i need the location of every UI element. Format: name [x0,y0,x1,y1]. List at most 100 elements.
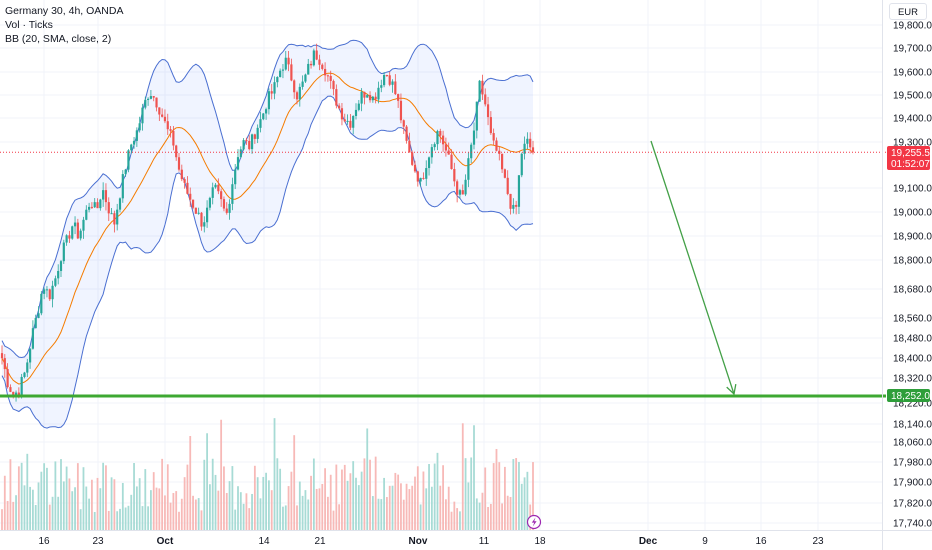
volume-bar [402,499,405,530]
y-axis[interactable]: 19,800.0 19,700.0 19,600.0 19,500.0 19,400.0… [882,0,932,550]
volume-bar [467,482,470,530]
volume-bar [6,500,9,530]
candle [441,130,445,152]
volume-bar [509,496,512,530]
forecast-arrow[interactable] [650,140,737,396]
volume-bar [475,498,478,530]
volume-bar [62,481,65,530]
x-tick-label: 23 [812,536,824,547]
volume-bar [433,463,436,530]
volume-bar [135,486,138,530]
volume-bar [113,479,116,530]
volume-bar [307,499,310,530]
volume-bar [220,419,223,530]
volume-bar [318,488,321,530]
volume-bar [461,423,464,530]
candle [332,79,335,96]
volume-bar [327,496,329,530]
volume-bar [414,476,416,530]
y-tick-label: 17,900.0 [893,478,932,489]
candle [242,138,245,151]
volume-bar [459,511,461,530]
candle [489,111,492,135]
bollinger-basis-line [1,72,534,385]
replay-icon[interactable] [526,514,542,530]
candle [360,88,363,112]
x-axis[interactable]: 16 23 Oct 14 21 Nov 11 18 Dec 9 16 23 [0,530,932,548]
candle [340,103,344,126]
volume-bar [518,461,520,530]
volume-bar [360,471,363,530]
candle [422,172,425,180]
candle [132,137,136,149]
candle [374,92,377,104]
y-tick-label: 18,560.0 [893,314,932,325]
volume-bar [147,506,149,530]
volume-bar [242,503,245,530]
volume-bar [225,493,228,530]
volume-bar [133,463,135,530]
candle [338,103,341,110]
y-tick-label: 18,680.0 [893,285,932,296]
volume-bar [498,462,501,530]
volume-bar [520,483,523,530]
volume-bar [310,475,312,530]
candles [0,43,535,402]
candle [380,79,383,93]
candle [37,306,40,319]
volume-bar [312,458,315,530]
candle [135,127,138,147]
volume-bar [138,478,141,530]
volume-bar [422,471,425,530]
volume-bar [501,503,503,530]
candle [228,199,231,220]
candle [40,290,43,316]
volume-bar [110,477,113,530]
candle [180,164,183,182]
volume-bar [341,469,343,530]
volume-bar [169,502,172,530]
candle [419,177,422,187]
current-price-label: 19,255.5 [891,148,930,159]
candle [57,264,60,285]
volume-bar [48,504,51,530]
candle [408,132,411,153]
volume-bar [321,483,324,530]
volume-bar [352,461,355,530]
volume-bar [214,474,217,530]
legend: Germany 30, 4h, OANDA Vol · Ticks BB (20… [5,4,123,46]
candle [515,200,518,215]
volume-bar [346,480,349,530]
volume-bar [99,488,102,530]
currency-button[interactable]: EUR [889,3,927,20]
candle [191,199,195,210]
volume-bar [76,463,79,530]
candle [486,96,490,126]
candle [169,125,172,138]
x-tick-label: Oct [157,536,174,547]
volume-bar [248,508,251,530]
candle [20,373,23,399]
y-tick-label: 18,400.0 [893,354,932,365]
candle [484,88,487,107]
candle [472,122,476,150]
volume-bar [209,484,211,530]
candle [464,174,467,197]
volume-bar [178,511,180,530]
candle [503,168,507,179]
volume-bar [189,436,192,530]
candle [110,208,113,215]
candle [366,94,369,98]
y-tick-label: 18,220.0 [893,399,932,410]
volume-bar [492,463,495,530]
candle [500,153,504,174]
candle [124,168,127,177]
candle [71,225,74,240]
volume-bar [282,506,284,530]
volume-bar [127,505,130,530]
volume-bar [20,462,23,530]
candle [405,124,408,144]
y-tick-label: 19,800.0 [893,21,932,32]
candle [177,153,181,172]
